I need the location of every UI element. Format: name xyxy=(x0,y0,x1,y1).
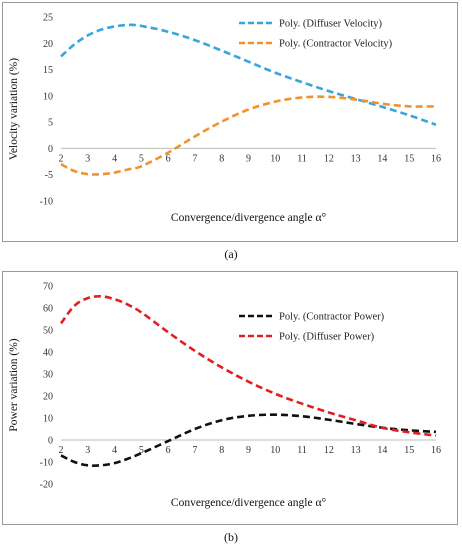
x-tick-label: 10 xyxy=(270,445,280,456)
chart-panel-b: -20 -10 0 10 20 30 40 50 60 70 2 3 4 5 6 7 8 9 10 11 12 13 14 1… xyxy=(2,271,458,525)
x-axis-title: Convergence/divergence angle α° xyxy=(171,497,327,509)
series-line-1 xyxy=(60,23,437,126)
x-tick-label: 4 xyxy=(112,445,117,456)
x-tick-label: 2 xyxy=(59,153,64,164)
x-tick-label: 2 xyxy=(59,445,64,456)
x-tick-label: 8 xyxy=(219,445,224,456)
y-tick-label: 25 xyxy=(43,13,53,24)
y-tick-label: -10 xyxy=(40,458,53,469)
chart-b-svg: -20 -10 0 10 20 30 40 50 60 70 2 3 4 5 6 7 8 9 10 11 12 13 14 1… xyxy=(8,282,441,510)
x-tick-label: 11 xyxy=(297,153,307,164)
y-tick-label: -5 xyxy=(45,170,53,181)
x-tick-label: 12 xyxy=(324,153,334,164)
x-tick-label: 7 xyxy=(192,153,197,164)
y-tick-label: 20 xyxy=(43,392,53,403)
legend-label-2: Poly. (Contractor Velocity) xyxy=(279,39,393,50)
caption-b: (b) xyxy=(224,530,238,544)
x-tick-label: 9 xyxy=(246,445,251,456)
caption-a: (a) xyxy=(224,247,238,261)
series-line-2 xyxy=(59,294,437,437)
y-tick-label: 70 xyxy=(43,282,53,293)
y-tick-label: 60 xyxy=(43,304,53,315)
x-tick-label: 4 xyxy=(112,153,117,164)
y-axis-title: Velocity variation (%) xyxy=(8,58,20,160)
x-tick-label: 6 xyxy=(166,153,171,164)
x-tick-label: 13 xyxy=(351,153,361,164)
x-tick-label: 5 xyxy=(139,153,144,164)
y-tick-label: 20 xyxy=(43,39,53,50)
x-tick-label: 10 xyxy=(270,153,280,164)
x-axis-title: Convergence/divergence angle α° xyxy=(171,212,327,224)
series-line-2 xyxy=(60,95,437,176)
x-tick-label: 15 xyxy=(404,445,414,456)
y-tick-label: 30 xyxy=(43,370,53,381)
legend-label-1: Poly. (Diffuser Velocity) xyxy=(279,19,383,30)
y-tick-label: 5 xyxy=(48,118,53,129)
x-tick-label: 14 xyxy=(377,153,387,164)
chart-a-svg: -10 -5 0 5 10 15 20 25 2 3 4 5 6 7 8 9 10 11 12 13 14 15 16 Con… xyxy=(8,13,441,225)
x-tick-label: 5 xyxy=(139,445,144,456)
y-tick-label: 0 xyxy=(48,436,53,447)
x-tick-label: 8 xyxy=(219,153,224,164)
x-tick-label: 12 xyxy=(324,445,334,456)
x-tick-label: 11 xyxy=(297,445,307,456)
x-tick-label: 3 xyxy=(85,153,90,164)
y-tick-label: 10 xyxy=(43,91,53,102)
legend-label-1: Poly. (Contractor Power) xyxy=(279,312,385,323)
x-tick-label: 13 xyxy=(351,445,361,456)
chart-panel-a: -10 -5 0 5 10 15 20 25 2 3 4 5 6 7 8 9 10 11 12 13 14 15 16 Con… xyxy=(2,2,458,242)
legend-label-2: Poly. (Diffuser Power) xyxy=(279,332,375,343)
x-tick-label: 14 xyxy=(377,445,387,456)
y-tick-label: -20 xyxy=(40,480,53,491)
y-tick-label: 15 xyxy=(43,65,53,76)
x-tick-label: 9 xyxy=(246,153,251,164)
x-tick-label: 16 xyxy=(431,153,441,164)
x-tick-label: 16 xyxy=(431,445,441,456)
y-tick-label: 10 xyxy=(43,414,53,425)
y-tick-label: 40 xyxy=(43,348,53,359)
x-tick-label: 15 xyxy=(404,153,414,164)
series-line-1 xyxy=(60,413,437,467)
y-tick-label: 50 xyxy=(43,326,53,337)
x-tick-label: 3 xyxy=(85,445,90,456)
y-tick-label: 0 xyxy=(48,144,53,155)
x-tick-label: 6 xyxy=(166,445,171,456)
y-tick-label: -10 xyxy=(40,197,53,208)
x-tick-label: 7 xyxy=(192,445,197,456)
y-axis-title: Power variation (%) xyxy=(8,338,20,431)
